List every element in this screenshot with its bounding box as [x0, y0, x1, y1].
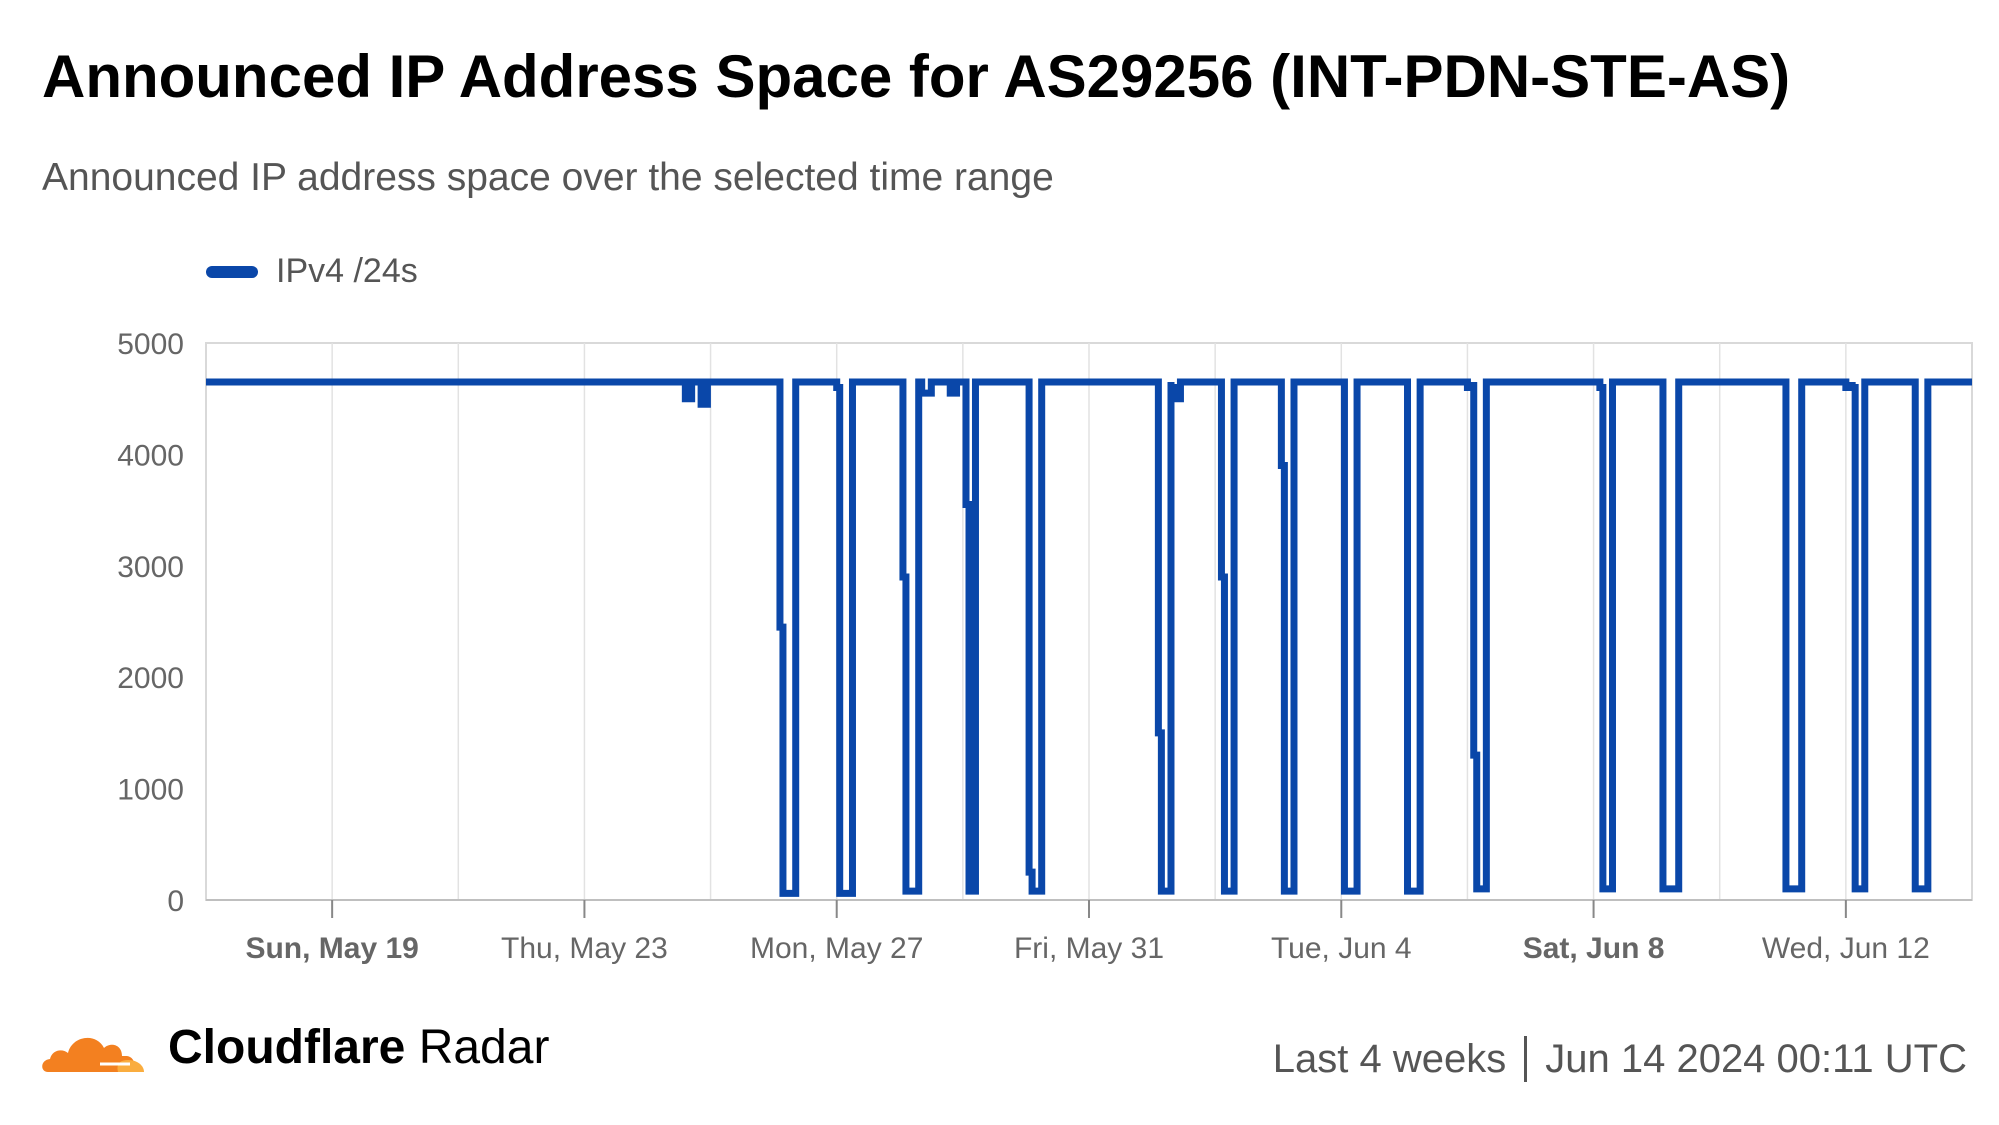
series-layer	[206, 378, 1972, 897]
legend-swatch	[206, 265, 258, 278]
x-axis: Sun, May 19 Thu, May 23 Mon, May 27 Fri, Ma…	[206, 899, 1972, 965]
legend-label: IPv4 /24s	[276, 252, 418, 290]
y-axis: 0 1000 2000 3000 4000 5000	[117, 328, 184, 918]
cloudflare-logo-icon	[42, 1037, 144, 1072]
brand-name: Cloudflare Radar	[168, 1021, 550, 1074]
x-tick-label: Tue, Jun 4	[1271, 932, 1412, 965]
chart-grid	[205, 342, 1973, 901]
chart-title: Announced IP Address Space for AS29256 (…	[42, 43, 1791, 110]
y-tick-label: 1000	[117, 774, 184, 807]
x-tick-label: Sun, May 19	[245, 932, 418, 965]
separator	[1524, 1036, 1528, 1082]
timestamp-label: Jun 14 2024 00:11 UTC	[1545, 1036, 1967, 1081]
footer-meta: Last 4 weeks Jun 14 2024 00:11 UTC	[1273, 1036, 1967, 1082]
x-tick-label: Fri, May 31	[1014, 932, 1164, 965]
x-tick-label: Wed, Jun 12	[1762, 932, 1930, 965]
chart-subtitle: Announced IP address space over the sele…	[42, 156, 1054, 199]
y-tick-label: 5000	[117, 328, 184, 361]
x-tick-label: Mon, May 27	[750, 932, 923, 965]
time-range-label: Last 4 weeks	[1272, 1036, 1507, 1081]
x-tick-label: Thu, May 23	[501, 932, 668, 965]
y-tick-label: 3000	[117, 551, 184, 584]
brand[interactable]: Cloudflare Radar	[40, 1020, 549, 1075]
legend[interactable]: IPv4 /24s	[206, 252, 418, 291]
y-tick-label: 4000	[117, 439, 184, 472]
line-chart[interactable]: 0 1000 2000 3000 4000 5000 Sun, May 19 Thu, Ma…	[0, 0, 1999, 1000]
y-tick-label: 0	[167, 885, 184, 918]
y-tick-label: 2000	[117, 662, 184, 695]
series-line-ipv4	[206, 378, 1972, 897]
x-tick-label: Sat, Jun 8	[1523, 932, 1665, 965]
